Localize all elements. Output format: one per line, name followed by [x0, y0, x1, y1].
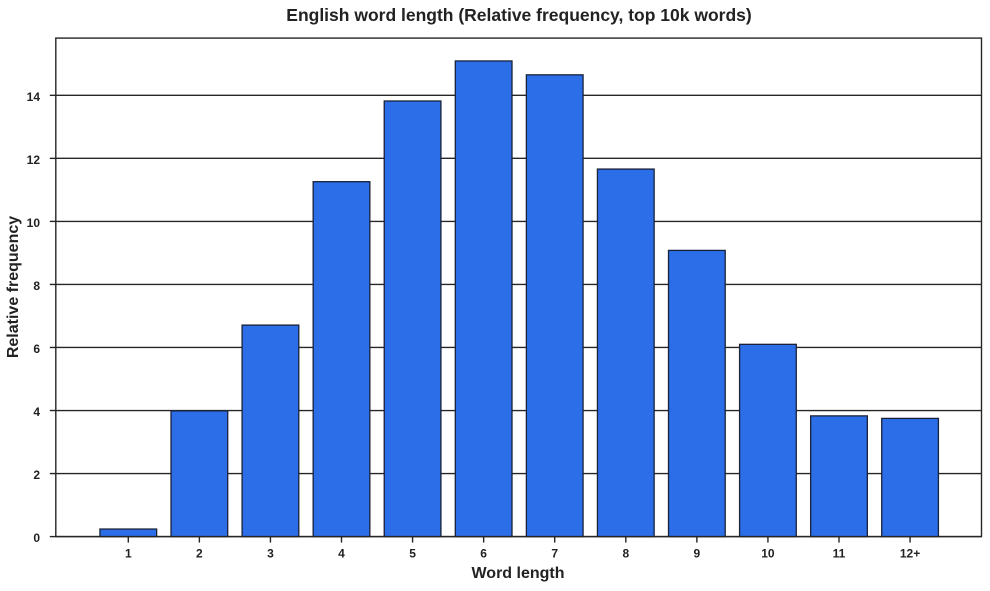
- svg-text:5: 5: [409, 547, 416, 561]
- svg-text:12+: 12+: [900, 547, 920, 561]
- svg-text:Relative frequency: Relative frequency: [5, 216, 22, 358]
- svg-text:Word length: Word length: [471, 565, 564, 582]
- svg-text:6: 6: [480, 547, 487, 561]
- svg-text:10: 10: [27, 216, 41, 230]
- svg-text:0: 0: [33, 531, 40, 545]
- svg-text:3: 3: [267, 547, 274, 561]
- svg-text:4: 4: [338, 547, 345, 561]
- svg-text:9: 9: [694, 547, 701, 561]
- svg-text:6: 6: [33, 342, 40, 356]
- svg-text:English word length (Relative: English word length (Relative frequency,…: [286, 5, 751, 25]
- svg-text:2: 2: [33, 468, 40, 482]
- svg-text:8: 8: [33, 279, 40, 293]
- svg-text:8: 8: [622, 547, 629, 561]
- svg-text:1: 1: [125, 547, 132, 561]
- svg-text:11: 11: [833, 547, 846, 561]
- svg-text:7: 7: [551, 547, 558, 561]
- svg-text:14: 14: [27, 90, 41, 104]
- svg-text:12: 12: [27, 153, 41, 167]
- svg-text:10: 10: [761, 547, 775, 561]
- svg-text:2: 2: [196, 547, 203, 561]
- svg-text:4: 4: [33, 405, 40, 419]
